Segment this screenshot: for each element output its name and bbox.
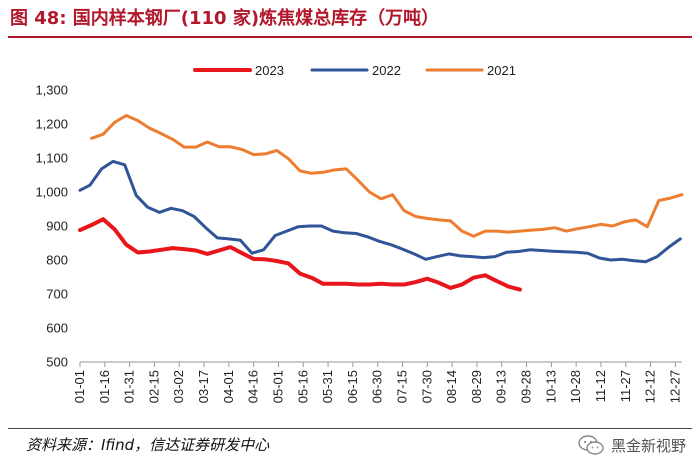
y-axis: 500 600 700 800 900 1,000 1,100 1,200 1,300: [35, 83, 68, 370]
y-tick-label: 600: [46, 321, 68, 336]
watermark-text: 黑金新视野: [610, 436, 686, 455]
x-tick-label: 12-27: [667, 370, 682, 403]
x-tick-label: 05-16: [295, 370, 310, 403]
x-tick-label: 04-16: [246, 370, 261, 403]
legend-label-2022: 2022: [372, 63, 401, 78]
x-tick-label: 03-02: [171, 370, 186, 403]
x-tick-label: 05-01: [270, 370, 285, 403]
title-rule: [8, 36, 692, 38]
x-tick-label: 01-31: [122, 370, 137, 403]
series-line-2023: [78, 217, 522, 292]
series-group: [78, 114, 684, 292]
x-tick-label: 10-28: [568, 370, 583, 403]
line-chart: 2023 2022 2021 500 600 700 800 900 1,000 1,100 1,…: [35, 63, 684, 403]
x-tick-label: 07-15: [395, 370, 410, 403]
y-tick-label: 1,100: [35, 151, 68, 166]
legend-label-2021: 2021: [487, 63, 516, 78]
y-tick-label: 1,200: [35, 117, 68, 132]
x-tick-label: 09-28: [519, 370, 534, 403]
x-tick-label: 03-17: [196, 370, 211, 403]
x-tick-label: 12-12: [643, 370, 658, 403]
x-tick-label: 01-01: [72, 370, 87, 403]
y-tick-label: 800: [46, 253, 68, 268]
wechat-icon: [578, 435, 604, 455]
x-tick-label: 11-27: [618, 370, 633, 402]
x-tick-label: 10-13: [543, 370, 558, 403]
y-tick-label: 700: [46, 287, 68, 302]
y-tick-label: 1,000: [35, 185, 68, 200]
figure-title: 图 48: 国内样本钢厂(110 家)炼焦煤总库存（万吨）: [10, 8, 440, 29]
x-axis: 01-01 01-16 01-31 02-15 03-02 03-17 04-01 04-16…: [72, 361, 682, 403]
series-line-2021: [90, 114, 684, 238]
y-tick-label: 900: [46, 219, 68, 234]
x-tick-label: 04-01: [221, 370, 236, 403]
x-tick-label: 02-15: [146, 370, 161, 403]
source-note: 资料来源：Ifind，信达证券研发中心: [26, 436, 270, 454]
watermark: 黑金新视野: [577, 430, 686, 460]
x-tick-label: 08-29: [469, 370, 484, 403]
x-tick-label: 07-30: [419, 370, 434, 403]
bottom-rule: [8, 428, 692, 429]
x-tick-label: 06-15: [345, 370, 360, 403]
x-tick-label: 01-16: [97, 370, 112, 403]
y-tick-label: 1,300: [35, 83, 68, 98]
x-tick-label: 08-14: [444, 370, 459, 403]
x-tick-label: 09-13: [494, 370, 509, 403]
x-tick-label: 06-30: [370, 370, 385, 403]
series-line-2022: [78, 159, 682, 264]
legend-label-2023: 2023: [255, 63, 284, 78]
chart-legend: 2023 2022 2021: [193, 63, 516, 78]
y-tick-label: 500: [46, 355, 68, 370]
x-tick-label: 05-31: [320, 370, 335, 403]
x-tick-label: 11-12: [593, 370, 608, 402]
